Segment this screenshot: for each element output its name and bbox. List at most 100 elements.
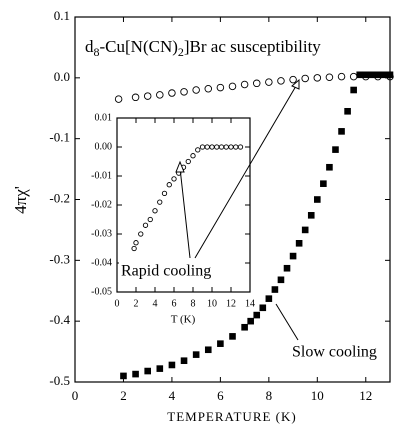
point [192,86,200,94]
arrow [194,85,297,259]
point [229,333,236,340]
point [265,295,273,302]
arrow [275,303,299,341]
annotation: Slow cooling [292,344,377,361]
x-tick-label: 10 [207,298,217,309]
point [180,88,188,96]
point [166,182,172,188]
point [138,231,144,237]
point [157,199,163,205]
x-tick-label: 10 [311,388,324,403]
point [216,83,225,92]
point [374,72,382,81]
y-tick-label: -0.5 [49,373,70,388]
point [368,71,376,79]
y-axis-label: 4πχ' [11,186,30,214]
point [144,367,151,375]
point [253,311,261,319]
point [132,370,139,378]
point [204,85,213,93]
point [192,351,200,358]
x-axis-label: TEMPERATURE (K) [167,409,296,424]
point [362,71,370,79]
annotation-title: d8-Cu[N(CN)2]Br ac susceptibility [85,37,321,59]
point [168,361,176,369]
y-tick-label: -0.05 [91,286,112,297]
point [350,86,357,94]
point [185,158,191,165]
x-tick-label: 12 [226,298,236,309]
y-tick-label: 0.01 [95,112,113,123]
point [332,146,339,153]
point [180,357,188,365]
y-tick-label: -0.02 [91,199,112,210]
point [320,180,327,187]
y-tick-label: -0.4 [49,312,70,327]
title-part: -Cu[N(CN) [100,37,178,56]
point [259,304,267,312]
y-tick-label: -0.2 [49,190,70,205]
title-part: 8 [94,45,100,59]
point [241,323,248,331]
point [120,372,127,380]
label-background [119,261,237,283]
x-tick-label: 12 [359,388,372,403]
main-plot: 0 2 4 6 8 10 12 -0.5 -0.4 -0.3 -0.2 -0.1 0.0 0.1 [49,8,394,403]
inset-plot: 0 2 4 6 8 10 12 14 -0.05 -0.04 -0.03 -0.02 -0.01 0.00… [91,112,255,309]
point [271,286,279,293]
inset-x-axis-label: T (K) [171,314,196,326]
point [131,93,140,102]
point [326,163,333,171]
point [295,240,303,247]
point [142,222,149,228]
point [314,196,321,203]
point [171,176,177,182]
point [161,190,168,197]
point [349,72,358,81]
y-tick-label: -0.04 [91,257,112,268]
title-part: 2 [178,45,184,59]
x-tick-label: 0 [72,388,79,403]
point [228,82,237,91]
point [247,317,254,325]
x-tick-label: 4 [169,388,176,403]
title-part: d [85,37,94,56]
point [168,89,176,97]
x-tick-label: 8 [191,298,196,309]
point [307,212,315,219]
y-tick-label: -0.03 [91,228,112,239]
point [301,226,309,234]
x-tick-label: 14 [245,298,255,309]
point [240,80,249,89]
point [114,95,123,103]
point [337,72,346,81]
y-tick-label: -0.1 [49,130,70,145]
point [204,346,212,354]
point [283,264,291,272]
point [133,240,139,246]
x-tick-label: 6 [172,298,177,309]
point [325,73,334,81]
point [301,74,309,83]
point [356,71,364,79]
point [190,153,196,159]
y-tick-label: 0.1 [54,8,70,23]
point [386,72,394,81]
y-tick-label: -0.3 [49,251,70,266]
point [147,216,153,223]
point [237,144,244,150]
point [289,75,297,84]
point [143,92,152,100]
point [131,245,137,252]
point [252,79,261,88]
y-tick-label: 0.0 [54,69,70,84]
point [374,71,382,79]
point [156,91,164,99]
y-tick-label: -0.01 [91,170,112,181]
arrow-head [291,78,300,90]
annotation: Rapid cooling [121,263,211,280]
point [289,252,297,260]
x-tick-label: 0 [115,298,120,309]
point [277,276,285,284]
